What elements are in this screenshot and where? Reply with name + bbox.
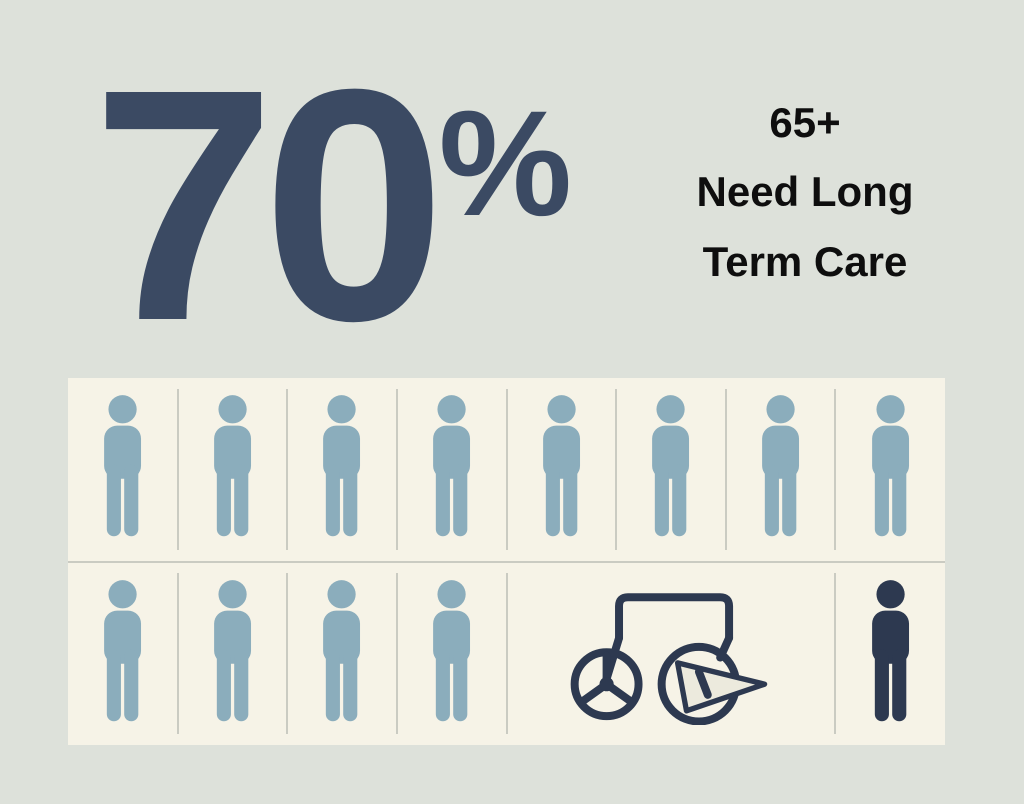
stat-value: 70 [92,20,446,389]
person-cell [178,563,288,746]
person-cell [68,563,179,746]
person-cell [835,378,945,561]
wheelchair-icon [571,592,768,725]
person-cell [287,563,398,746]
person-icon [542,395,580,537]
percent-sign: % [438,79,573,247]
person-icon [433,579,471,722]
person-icon [762,395,800,537]
person-icon [652,395,690,537]
person-cell [397,563,508,746]
person-icon [323,579,361,722]
headline-line-2: Need Long [696,168,914,216]
person-cell [507,378,617,561]
person-icon [871,395,909,537]
person-icon [104,579,142,722]
pictograph-panel [68,378,945,745]
person-cell [397,378,508,561]
headline-line-3: Term Care [702,237,908,285]
person-cell [287,378,398,561]
person-cell [726,378,836,561]
headline-line-1: 65+ [769,99,841,146]
person-dark-cell [835,563,945,746]
pictograph-row-2 [68,560,945,746]
person-icon [433,395,471,537]
person-icon [213,395,251,537]
headline: 65+ Need Long Term Care [640,88,970,296]
person-dark-icon [871,579,909,722]
person-icon [213,579,251,722]
pictograph-row-1 [68,378,945,561]
person-cell [178,378,288,561]
wheelchair-cell [507,563,837,746]
person-icon [323,395,361,537]
person-cell [616,378,727,561]
person-icon [104,395,142,537]
stat-70-percent: 70 % [92,40,572,370]
person-cell [68,378,179,561]
